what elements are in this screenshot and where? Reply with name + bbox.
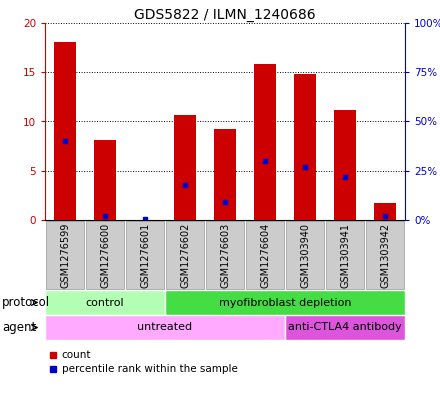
Text: GSM1303941: GSM1303941 bbox=[340, 222, 350, 288]
Text: GSM1276603: GSM1276603 bbox=[220, 222, 230, 288]
Bar bbox=[254, 64, 276, 220]
FancyBboxPatch shape bbox=[166, 221, 204, 288]
Bar bbox=[294, 74, 316, 220]
Title: GDS5822 / ILMN_1240686: GDS5822 / ILMN_1240686 bbox=[134, 8, 316, 22]
FancyBboxPatch shape bbox=[126, 221, 164, 288]
Bar bbox=[94, 140, 116, 220]
Bar bbox=[214, 129, 236, 220]
Text: GSM1303940: GSM1303940 bbox=[300, 222, 310, 288]
FancyBboxPatch shape bbox=[246, 221, 284, 288]
Text: GSM1276601: GSM1276601 bbox=[140, 222, 150, 288]
Bar bbox=[165, 290, 405, 315]
Text: myofibroblast depletion: myofibroblast depletion bbox=[219, 298, 351, 307]
Bar bbox=[334, 110, 356, 220]
Bar bbox=[374, 203, 396, 220]
Text: protocol: protocol bbox=[2, 296, 50, 309]
FancyBboxPatch shape bbox=[326, 221, 364, 288]
Bar bbox=[54, 42, 76, 220]
Bar bbox=[174, 115, 196, 220]
FancyBboxPatch shape bbox=[86, 221, 124, 288]
Text: control: control bbox=[86, 298, 125, 307]
Text: GSM1276599: GSM1276599 bbox=[60, 222, 70, 288]
FancyBboxPatch shape bbox=[46, 221, 84, 288]
FancyBboxPatch shape bbox=[366, 221, 404, 288]
Text: anti-CTLA4 antibody: anti-CTLA4 antibody bbox=[288, 323, 402, 332]
Bar bbox=[285, 315, 405, 340]
Text: GSM1276604: GSM1276604 bbox=[260, 222, 270, 288]
Text: untreated: untreated bbox=[137, 323, 193, 332]
FancyBboxPatch shape bbox=[286, 221, 324, 288]
Legend: count, percentile rank within the sample: count, percentile rank within the sample bbox=[50, 350, 238, 375]
Bar bbox=[45, 315, 285, 340]
Text: agent: agent bbox=[2, 321, 37, 334]
Text: GSM1276600: GSM1276600 bbox=[100, 222, 110, 288]
Text: GSM1303942: GSM1303942 bbox=[380, 222, 390, 288]
Text: GSM1276602: GSM1276602 bbox=[180, 222, 190, 288]
FancyBboxPatch shape bbox=[206, 221, 244, 288]
Bar bbox=[45, 290, 165, 315]
